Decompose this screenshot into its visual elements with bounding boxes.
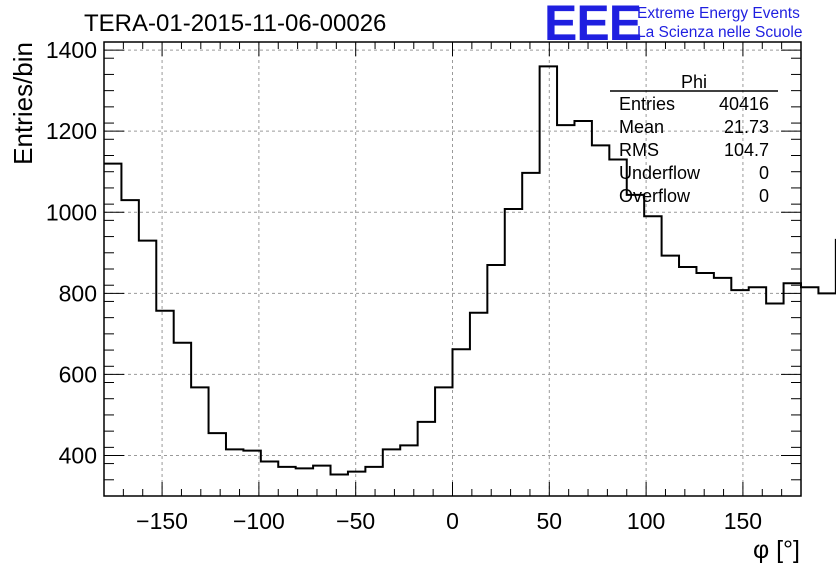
y-tick-label: 1400 <box>46 37 97 63</box>
chart-title: TERA-01-2015-11-06-00026 <box>84 10 387 37</box>
stats-row-value: 0 <box>759 163 769 183</box>
y-tick-label: 1200 <box>46 118 97 144</box>
stats-row-label: Mean <box>619 117 664 137</box>
stats-row-label: Entries <box>619 94 675 114</box>
x-tick-label: −100 <box>233 508 285 534</box>
y-tick-label: 800 <box>59 280 97 306</box>
x-axis-label: φ [°] <box>753 536 800 564</box>
stats-row-value: 40416 <box>719 94 769 114</box>
y-tick-label: 1000 <box>46 199 97 225</box>
eee-logo-line-2: La Scienza nelle Scuole <box>637 24 803 41</box>
stats-row-value: 0 <box>759 186 769 206</box>
y-tick-label: 600 <box>59 361 97 387</box>
eee-logo-line-1: Extreme Energy Events <box>637 5 800 22</box>
x-tick-label: −150 <box>136 508 188 534</box>
stats-row-label: Overflow <box>619 186 691 206</box>
x-tick-label: 100 <box>627 508 665 534</box>
x-tick-label: 50 <box>537 508 563 534</box>
stats-row-value: 21.73 <box>724 117 769 137</box>
x-tick-label: 150 <box>724 508 762 534</box>
stats-row-value: 104.7 <box>724 140 769 160</box>
stats-row-label: Underflow <box>619 163 701 183</box>
stats-box-name: Phi <box>681 72 707 92</box>
x-tick-label: 0 <box>446 508 459 534</box>
eee-logo-text: Extreme Energy Events La Scienza nelle S… <box>637 4 802 42</box>
y-axis-label: Entries/bin <box>8 42 38 165</box>
y-tick-label: 400 <box>59 442 97 468</box>
x-tick-label: −50 <box>336 508 375 534</box>
histogram-series <box>104 65 836 476</box>
stats-row-label: RMS <box>619 140 659 160</box>
